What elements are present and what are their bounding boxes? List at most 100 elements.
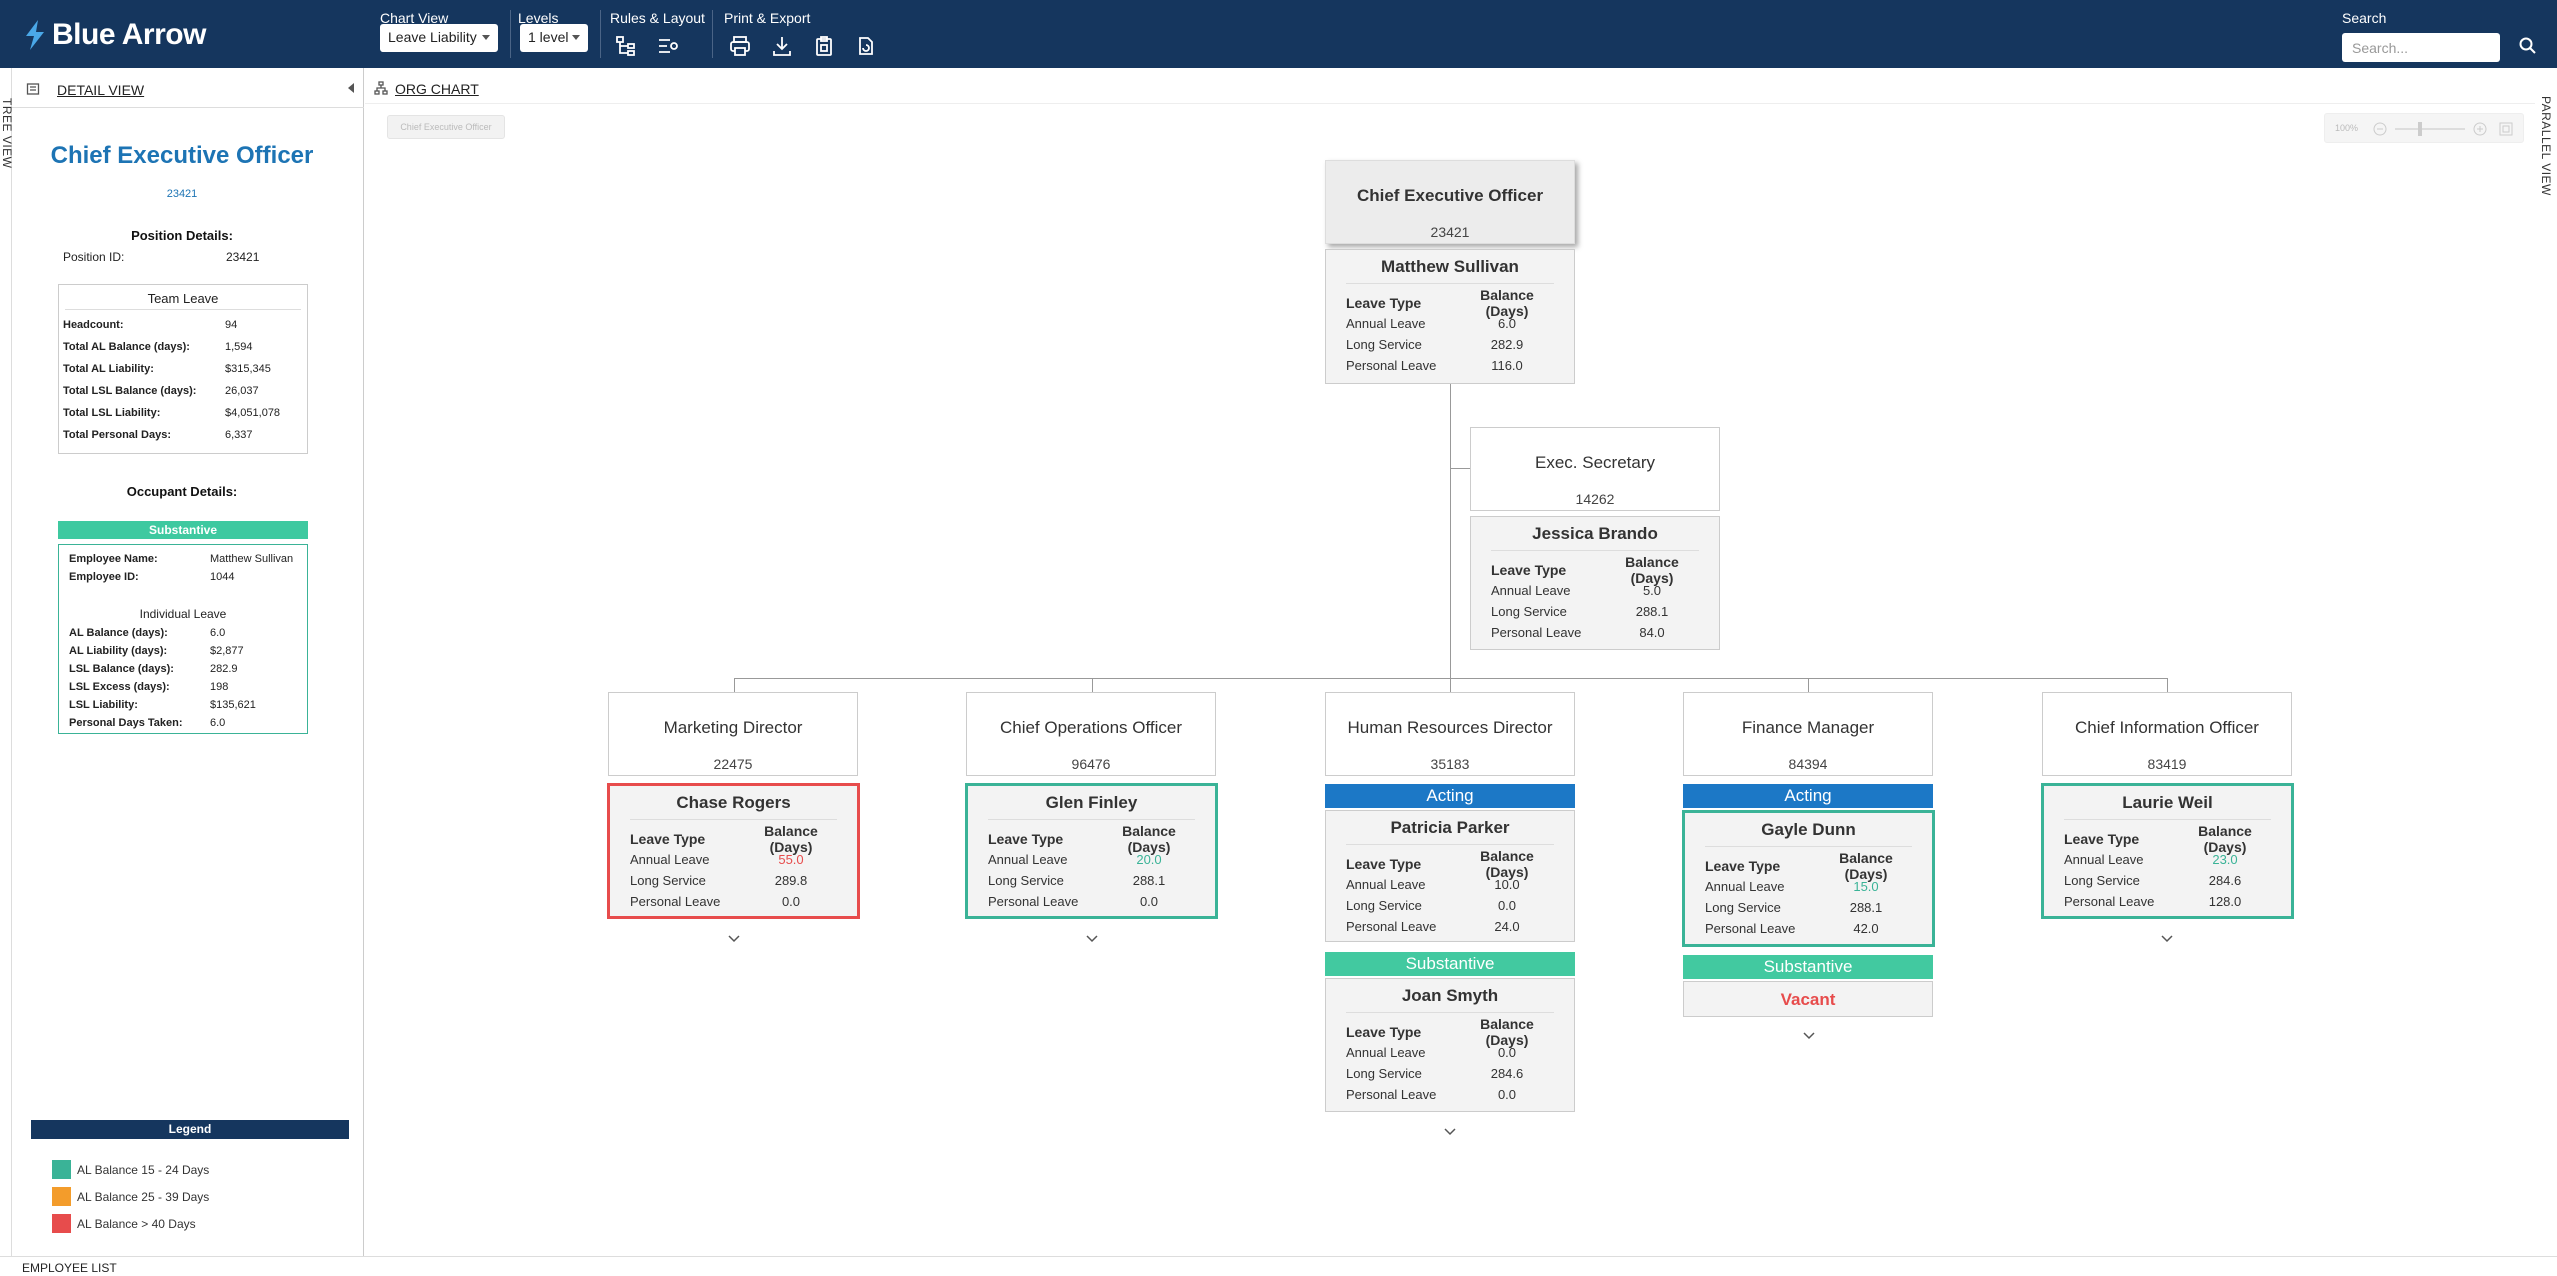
search-icon[interactable] [2518,36,2538,56]
position-title: Finance Manager [1741,718,1875,737]
position-card-finance-manager[interactable]: Finance Manager 84394 [1683,692,1933,776]
position-id-link[interactable]: 23421 [166,188,198,200]
leave-balance: 284.6 [1490,1066,1524,1081]
parallel-view-label[interactable]: PARALLEL VIEW [2539,96,2553,196]
headcount-label: Headcount: [63,319,124,331]
expand-chevron-icon[interactable] [1085,934,1099,944]
download-icon[interactable] [770,34,794,58]
hierarchy-icon[interactable] [614,34,638,58]
tree-view-rail[interactable]: TREE VIEW [0,68,14,1256]
legend-item-red: AL Balance > 40 Days [77,1217,196,1231]
detail-panel: DETAIL VIEW Chief Executive Officer 2342… [12,68,364,1256]
employee-card-chase-rogers[interactable]: Chase Rogers Leave Type Balance (Days) An… [607,783,860,919]
chart-view-select[interactable]: Leave Liability [380,24,498,52]
substantive-badge: Substantive [1683,955,1933,979]
leave-type: Annual Leave [1705,879,1785,894]
leave-balance: 0.0 [1497,1045,1517,1060]
tree-view-label[interactable]: TREE VIEW [0,98,14,169]
employee-card-patricia-parker[interactable]: Patricia Parker Leave Type Balance (Days)… [1325,810,1575,942]
expand-chevron-icon[interactable] [727,934,741,944]
employee-card-gayle-dunn[interactable]: Gayle Dunn Leave Type Balance (Days) Annu… [1682,810,1935,947]
lsl-balance-label: LSL Balance (days): [69,663,174,675]
total-lsl-liability-value: $4,051,078 [225,407,281,419]
vacant-label[interactable]: Vacant [1683,981,1933,1017]
leave-table: Leave Type Balance (Days) Annual Leave 23.… [2064,823,2274,912]
position-id-label: Position ID: [63,250,125,264]
print-icon[interactable] [728,34,752,58]
position-id: 22475 [713,756,753,772]
position-card-exec-secretary[interactable]: Exec. Secretary 14262 [1470,427,1720,511]
chart-view-label: Chart View [380,10,449,26]
leave-type: Personal Leave [2064,894,2155,909]
employee-card-glen-finley[interactable]: Glen Finley Leave Type Balance (Days) Ann… [965,783,1218,919]
leave-table: Leave Type Balance (Days) Annual Leave 20.… [988,823,1198,912]
org-chart-header: ORG CHART [365,68,2535,104]
zoom-in-icon[interactable] [2473,122,2487,136]
leave-balance: 0.0 [1139,894,1159,909]
collapse-left-icon[interactable] [346,82,356,94]
position-title: Chief Information Officer [2075,718,2259,737]
refresh-export-icon[interactable] [854,34,878,58]
employee-card-matthew-sullivan[interactable]: Matthew Sullivan Leave Type Balance (Days… [1325,249,1575,384]
layout-settings-icon[interactable] [656,34,680,58]
lsl-balance-value: 282.9 [210,663,238,675]
detail-panel-header: DETAIL VIEW [12,68,364,108]
employee-list-label[interactable]: EMPLOYEE LIST [22,1261,117,1275]
legend-swatch-red [52,1214,71,1233]
position-card-ceo[interactable]: Chief Executive Officer 23421 [1325,160,1575,244]
position-id: 35183 [1430,756,1470,772]
position-card-hr-director[interactable]: Human Resources Director 35183 [1325,692,1575,776]
position-id: 23421 [1430,224,1470,240]
levels-label: Levels [518,10,559,26]
occupant-details-heading: Occupant Details: [126,484,238,499]
leave-balance: 5.0 [1642,583,1662,598]
employee-name: Matthew Sullivan [1346,250,1554,284]
leave-balance: 282.9 [1490,337,1524,352]
position-title: Chief Executive Officer [50,142,314,169]
legend-swatch-green [52,1160,71,1179]
position-card-marketing-director[interactable]: Marketing Director 22475 [608,692,858,776]
print-label: Print & Export [724,10,811,26]
connector-line [1450,384,1451,678]
expand-chevron-icon[interactable] [1802,1031,1816,1041]
employee-card-laurie-weil[interactable]: Laurie Weil Leave Type Balance (Days) Ann… [2041,783,2294,919]
search-label: Search [2342,10,2387,26]
rules-group: Rules & Layout [610,10,705,26]
position-card-cio[interactable]: Chief Information Officer 83419 [2042,692,2292,776]
leave-balance: 289.8 [774,873,808,888]
leave-type: Annual Leave [1346,316,1426,331]
top-toolbar: Blue Arrow Chart View Leave Liability Le… [0,0,2557,68]
parallel-view-rail[interactable]: PARALLEL VIEW [2535,68,2557,1256]
zoom-out-icon[interactable] [2373,122,2387,136]
balance-header: Balance (Days) [1480,286,1534,319]
leave-type: Personal Leave [988,894,1079,909]
leave-balance: 288.1 [1132,873,1166,888]
leave-type: Annual Leave [988,852,1068,867]
position-id: 83419 [2147,756,2187,772]
employee-list-bar[interactable]: EMPLOYEE LIST [0,1256,2557,1276]
expand-chevron-icon[interactable] [1443,1127,1457,1137]
leave-balance: 284.6 [2208,873,2242,888]
zoom-slider-handle[interactable] [2418,122,2422,136]
position-title: Exec. Secretary [1535,453,1655,472]
leave-balance: 0.0 [1497,898,1517,913]
breadcrumb[interactable]: Chief Executive Officer [387,115,505,139]
fit-screen-icon[interactable] [2499,122,2513,136]
employee-card-jessica-brando[interactable]: Jessica Brando Leave Type Balance (Days) … [1470,516,1720,650]
balance-header: Balance (Days) [2198,822,2252,855]
zoom-slider[interactable] [2395,128,2465,130]
balance-header: Balance (Days) [1839,849,1893,882]
search-input[interactable] [2342,33,2500,62]
lsl-liability-value: $135,621 [210,699,256,711]
clipboard-icon[interactable] [812,34,836,58]
position-card-coo[interactable]: Chief Operations Officer 96476 [966,692,1216,776]
team-leave-box: Team Leave Headcount: 94 Total AL Balanc… [58,284,308,454]
leave-type: Personal Leave [630,894,721,909]
employee-card-joan-smyth[interactable]: Joan Smyth Leave Type Balance (Days) Annu… [1325,978,1575,1112]
leave-type: Long Service [1346,1066,1422,1081]
personal-days-label: Personal Days Taken: [69,717,183,729]
employee-name: Jessica Brando [1491,517,1699,551]
leave-type: Long Service [1491,604,1567,619]
levels-select[interactable]: 1 level [520,24,588,52]
expand-chevron-icon[interactable] [2160,934,2174,944]
